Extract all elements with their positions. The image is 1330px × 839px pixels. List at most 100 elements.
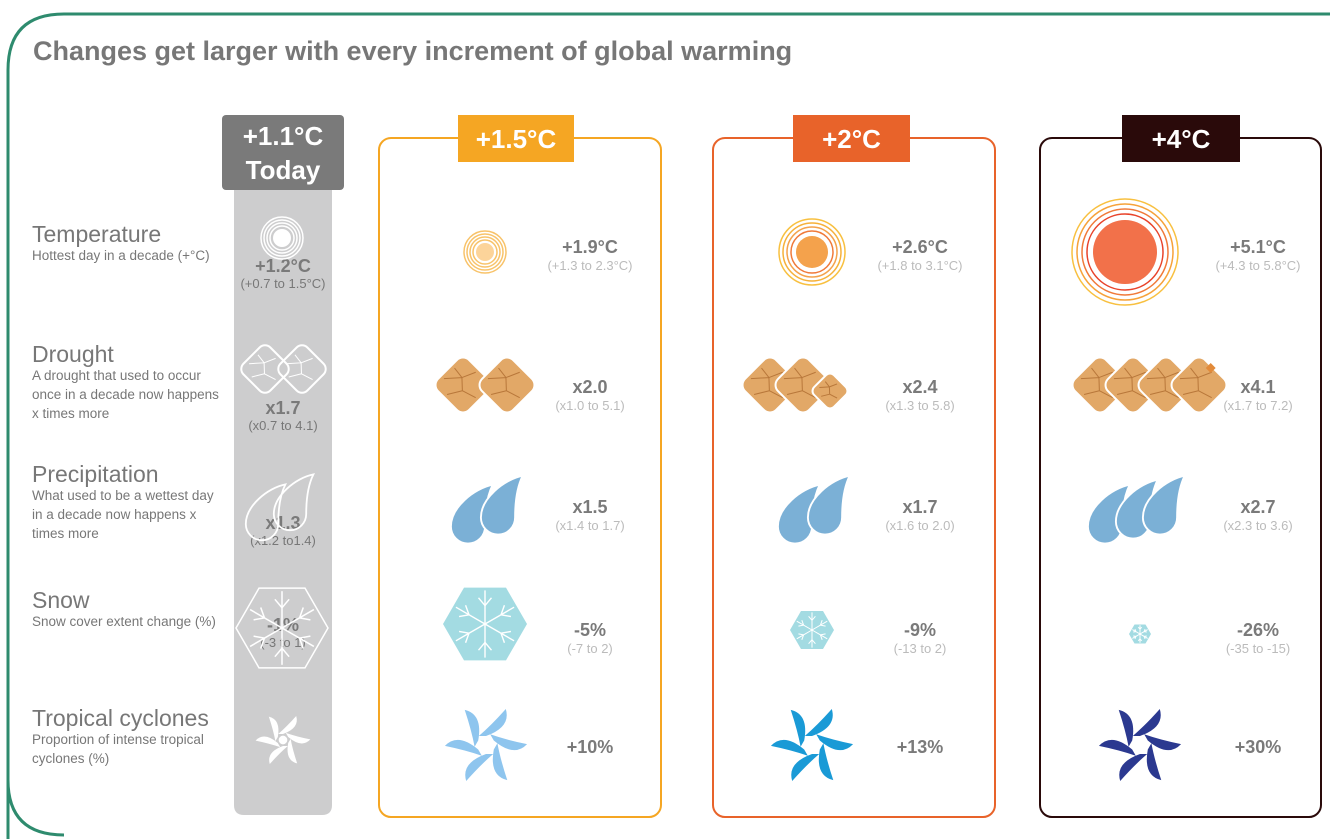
sun-ring — [786, 226, 838, 278]
value-range: (x1.0 to 5.1) — [555, 398, 624, 413]
row-label: Precipitation What used to be a wettest d… — [32, 462, 222, 543]
drought-tile — [741, 356, 799, 414]
flake-branch — [801, 634, 805, 640]
value-range: (x1.3 to 5.8) — [885, 398, 954, 413]
tile-cracks — [1146, 367, 1179, 399]
row-label: Temperature Hottest day in a decade (+°C) — [32, 222, 222, 265]
cyclone-arm — [791, 754, 820, 781]
flake-branch — [298, 637, 305, 649]
value-range: (+4.3 to 5.8°C) — [1215, 258, 1300, 273]
sun-icon — [1071, 198, 1179, 306]
flake-branch — [808, 615, 813, 621]
flake-arm — [1132, 633, 1141, 639]
cyclone-icon — [255, 716, 311, 764]
cyclone-arm — [1146, 743, 1162, 781]
value-range: (-13 to 2) — [894, 641, 947, 656]
sun-core — [796, 236, 828, 268]
cyclone-arm — [1098, 739, 1136, 756]
cyclone-arm — [285, 732, 311, 744]
flake-branch — [484, 642, 493, 651]
tile — [277, 344, 327, 394]
tile — [478, 356, 536, 414]
flake-branch — [281, 598, 290, 609]
drought-tile — [478, 356, 536, 414]
flake-branch — [1134, 636, 1137, 640]
value-range: (-7 to 2) — [567, 641, 613, 656]
flake-branch — [819, 634, 823, 640]
value-range: (-3 to 1) — [260, 635, 306, 650]
drop-icon — [272, 473, 316, 532]
sun-icon — [778, 218, 846, 286]
value-range: (x1.4 to 1.7) — [555, 518, 624, 533]
flake-arm — [484, 606, 515, 625]
cyclone-icon — [1098, 709, 1182, 781]
cyclone-arm — [465, 754, 494, 781]
flake-arm — [249, 627, 283, 648]
flake-branch — [808, 639, 813, 645]
sun-ring — [1071, 198, 1179, 306]
value: -5% — [574, 620, 606, 640]
cyclone-arm — [478, 709, 507, 736]
frame-corner — [6, 779, 65, 837]
flake-arm — [249, 608, 283, 629]
sun-ring — [782, 222, 842, 282]
tile-cracks — [487, 367, 520, 399]
sun-ring — [263, 219, 301, 257]
value: +2.6°C — [892, 237, 948, 257]
today-body — [234, 190, 332, 815]
flake-branch — [1137, 626, 1141, 630]
tile — [741, 356, 799, 414]
flake-arm — [796, 629, 813, 640]
scenario-header — [793, 115, 910, 162]
value: x2.7 — [1240, 497, 1275, 517]
scenario-sublabel: Today — [246, 155, 321, 185]
cyclone-arm — [790, 709, 806, 747]
flake-arm — [811, 620, 828, 631]
sun-ring — [269, 225, 295, 251]
tile-cracks — [1113, 367, 1146, 399]
flake-branch — [820, 633, 826, 636]
row-name: Snow — [32, 587, 90, 613]
tile-cracks — [1179, 367, 1212, 399]
cyclone-arm — [770, 739, 808, 756]
drop-icon — [479, 474, 525, 536]
value: +1.2°C — [255, 256, 311, 276]
drought-tile — [240, 344, 290, 394]
flake-arm — [1132, 629, 1141, 635]
flake-branch — [500, 633, 506, 643]
flake-branch — [274, 598, 283, 609]
flake-branch — [458, 614, 470, 618]
flake-branch — [253, 617, 265, 621]
flake-branch — [798, 624, 804, 627]
scenario-header — [222, 115, 344, 190]
scenario-label: +2°C — [822, 124, 881, 154]
scenario-label: +1.1°C — [243, 121, 324, 151]
cyclone-arm — [1132, 709, 1161, 736]
value-range: (x2.3 to 3.6) — [1223, 518, 1292, 533]
flake-branch — [484, 597, 493, 606]
value: +30% — [1235, 737, 1282, 757]
cyclone-icon — [770, 709, 854, 781]
flake-branch — [299, 617, 311, 621]
sun-ring — [1081, 208, 1169, 296]
sun-ring — [260, 216, 304, 260]
tile — [434, 356, 492, 414]
scenario-header — [458, 115, 574, 162]
sun-core — [273, 229, 291, 247]
row-description: A drought that used to occur once in a d… — [32, 368, 219, 421]
value-range: (+0.7 to 1.5°C) — [240, 276, 325, 291]
cyclone-arm — [818, 743, 834, 781]
scenario-label: +1.5°C — [476, 124, 557, 154]
row-description: What used to be a wettest day in a decad… — [32, 488, 214, 541]
sun-ring — [469, 236, 501, 268]
row-description: Proportion of intense tropical cyclones … — [32, 732, 204, 766]
flake-branch — [798, 633, 804, 636]
tile-cracks — [443, 367, 476, 399]
cyclone-eye — [278, 735, 288, 745]
value: x1.7 — [902, 497, 937, 517]
drop-icon — [244, 483, 288, 542]
cyclone-arm — [268, 716, 279, 742]
tile-cracks — [1080, 367, 1113, 399]
flake-branch — [801, 620, 805, 626]
flake-branch — [1139, 638, 1143, 642]
